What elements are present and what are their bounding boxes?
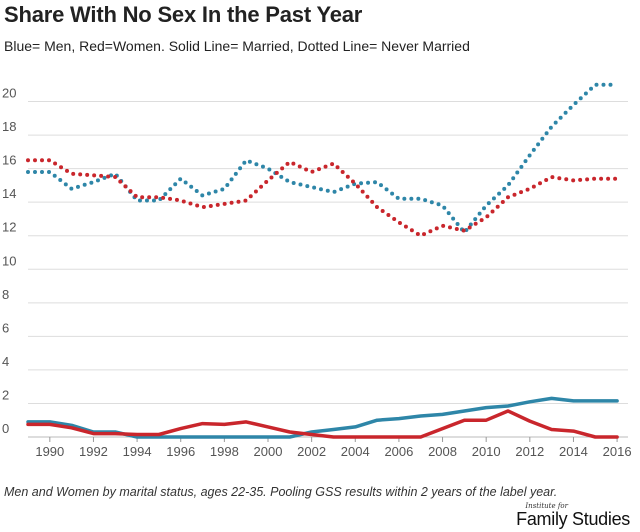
x-axis-ticks: 1990 1992 1994 1996 1998 2000 2002 2004 2006 2008…	[35, 437, 632, 459]
x-tick-label-2010: 2010	[472, 444, 501, 459]
x-tick-label-2014: 2014	[559, 444, 588, 459]
y-axis-ticks: 0 2 4 6 8 10 12 14 16 18 20	[2, 86, 16, 436]
series-lines	[26, 82, 620, 439]
y-tick-label-2: 2	[2, 387, 9, 402]
line-chart: 0 2 4 6 8 10 12 14 16 18 20 1990 1992 1994 1996 1998 20…	[2, 82, 632, 459]
x-tick-label-2012: 2012	[515, 444, 544, 459]
y-tick-label-8: 8	[2, 287, 9, 302]
x-tick-label-2008: 2008	[428, 444, 457, 459]
y-tick-label-4: 4	[2, 354, 9, 369]
series-line-men-married	[26, 396, 619, 439]
x-tick-label-2004: 2004	[341, 444, 370, 459]
series-line-women-married	[26, 409, 619, 439]
x-tick-label-1998: 1998	[210, 444, 239, 459]
x-tick-label-1990: 1990	[35, 444, 64, 459]
footnote: Men and Women by marital status, ages 22…	[4, 485, 558, 499]
x-tick-label-1992: 1992	[79, 444, 108, 459]
chart-subtitle: Blue= Men, Red=Women. Solid Line= Marrie…	[4, 38, 470, 54]
y-tick-label-20: 20	[2, 86, 16, 101]
x-tick-label-1996: 1996	[166, 444, 195, 459]
logo-main-text: Family Studies	[516, 509, 630, 529]
chart-title: Share With No Sex In the Past Year	[4, 2, 363, 27]
y-tick-label-12: 12	[2, 220, 16, 235]
y-tick-label-6: 6	[2, 320, 9, 335]
series-line-women-never-married	[26, 158, 620, 238]
x-tick-label-2006: 2006	[384, 444, 413, 459]
y-tick-label-0: 0	[2, 421, 9, 436]
x-tick-label-1994: 1994	[123, 444, 152, 459]
y-tick-label-18: 18	[2, 119, 16, 134]
x-tick-label-2000: 2000	[254, 444, 283, 459]
series-line-men-never-married	[26, 82, 620, 235]
y-tick-label-16: 16	[2, 153, 16, 168]
y-tick-label-14: 14	[2, 186, 16, 201]
institute-logo: Institute for Family Studies	[516, 502, 630, 529]
y-tick-label-10: 10	[2, 253, 16, 268]
x-tick-label-2016: 2016	[603, 444, 632, 459]
x-tick-label-2002: 2002	[297, 444, 326, 459]
grid-lines	[28, 101, 628, 438]
logo-small-text: Institute for	[525, 502, 568, 510]
